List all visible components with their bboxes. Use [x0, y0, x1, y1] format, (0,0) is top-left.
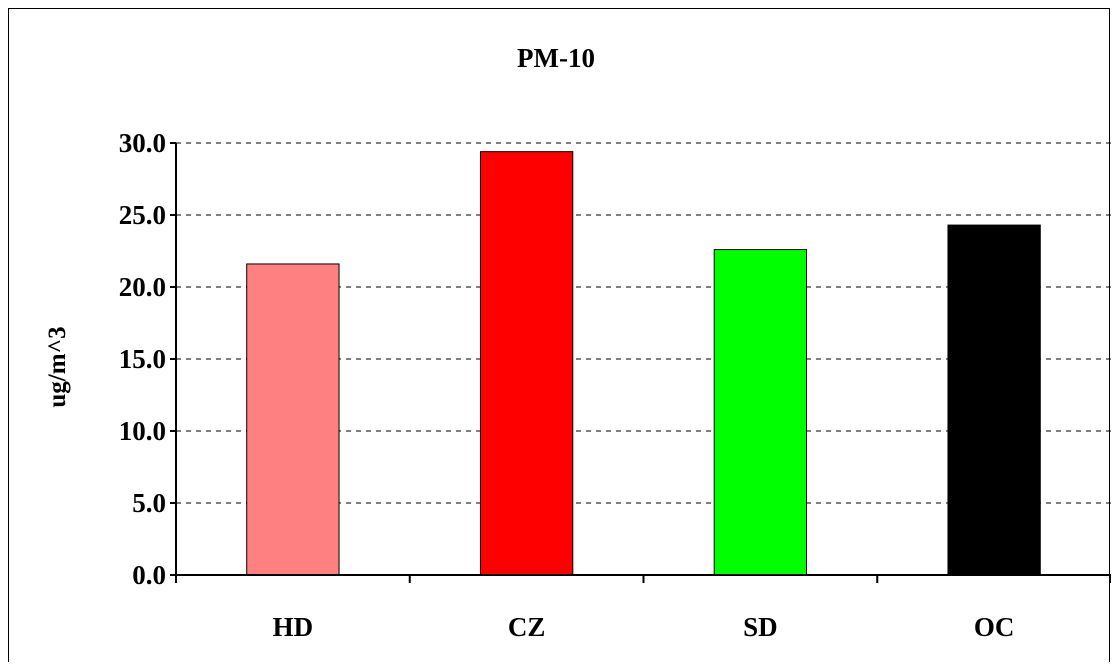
y-tick-label: 10.0 — [119, 416, 166, 446]
bar-oc — [947, 224, 1041, 576]
y-tick-label: 20.0 — [119, 272, 166, 302]
y-tick-label: 15.0 — [119, 344, 166, 374]
bar-hd — [246, 263, 340, 576]
y-tick-label: 25.0 — [119, 200, 166, 230]
x-tick-label: HD — [273, 612, 314, 642]
tick-labels: 0.0 5.0 10.0 15.0 20.0 25.0 30.0 HD CZ SD OC — [119, 128, 1015, 642]
bar-cz — [479, 151, 574, 576]
y-tick-label: 0.0 — [132, 560, 166, 590]
x-tick-label: CZ — [508, 612, 546, 642]
y-tick-label: 5.0 — [132, 488, 166, 518]
y-tick-label: 30.0 — [119, 128, 166, 158]
x-tick-label: OC — [974, 612, 1015, 642]
x-tick-label: SD — [743, 612, 778, 642]
chart-frame: PM-10 ug/m^3 0.0 5.0 10.0 15.0 20.0 25.0 30.0 H… — [8, 8, 1112, 662]
y-axis-label: ug/m^3 — [44, 326, 71, 407]
bar-sd — [713, 249, 808, 576]
bar-chart: PM-10 ug/m^3 0.0 5.0 10.0 15.0 20.0 25.0 30.0 H… — [44, 43, 1112, 642]
bars — [246, 151, 1041, 576]
chart-title: PM-10 — [517, 43, 595, 73]
